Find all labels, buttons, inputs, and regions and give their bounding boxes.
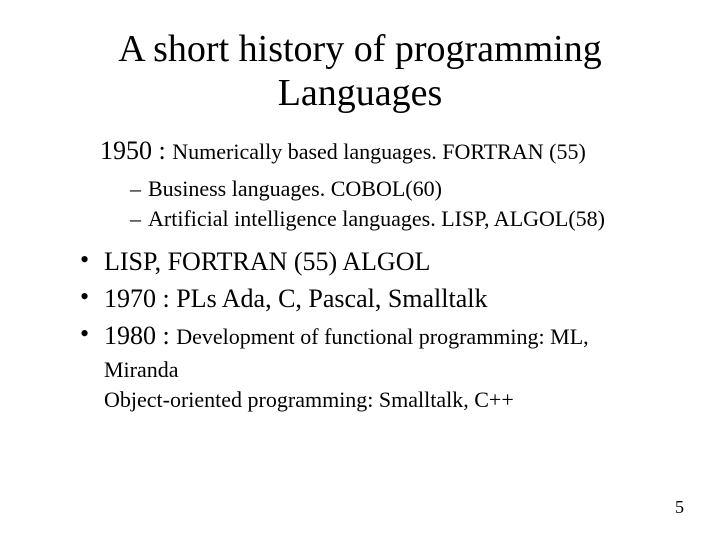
- dash-icon: –: [130, 174, 148, 204]
- continuation-line: Miranda: [104, 355, 680, 385]
- slide-title: A short history of programming Languages: [40, 28, 680, 115]
- bullet-list: • LISP, FORTRAN (55) ALGOL • 1970 : PLs …: [80, 244, 680, 353]
- bullet-1980-rest: Development of functional programming: M…: [176, 324, 588, 349]
- year-1980: 1980 :: [104, 321, 176, 350]
- line-1950: 1950 : Numerically based languages. FORT…: [100, 133, 680, 168]
- sub-list: –Business languages. COBOL(60) –Artifici…: [130, 174, 680, 233]
- bullet-icon: •: [80, 244, 104, 275]
- page-number: 5: [675, 497, 684, 518]
- line-1950-text: Numerically based languages. FORTRAN (55…: [172, 139, 586, 164]
- year-1950: 1950 :: [100, 136, 172, 165]
- sub-item-text: Business languages. COBOL(60): [148, 176, 442, 201]
- bullet-text: LISP, FORTRAN (55) ALGOL: [104, 244, 680, 279]
- bullet-icon: •: [80, 318, 104, 349]
- sub-item-text: Artificial intelligence languages. LISP,…: [148, 206, 605, 231]
- slide: A short history of programming Languages…: [0, 0, 720, 540]
- bullet-item: • 1980 : Development of functional progr…: [80, 318, 680, 353]
- sub-item: –Artificial intelligence languages. LISP…: [130, 204, 680, 234]
- bullet-text-1980: 1980 : Development of functional program…: [104, 318, 680, 353]
- slide-content: 1950 : Numerically based languages. FORT…: [40, 133, 680, 414]
- bullet-item: • LISP, FORTRAN (55) ALGOL: [80, 244, 680, 279]
- dash-icon: –: [130, 204, 148, 234]
- continuation-line: Object-oriented programming: Smalltalk, …: [104, 385, 680, 415]
- bullet-icon: •: [80, 281, 104, 312]
- bullet-text: 1970 : PLs Ada, C, Pascal, Smalltalk: [104, 281, 680, 316]
- bullet-item: • 1970 : PLs Ada, C, Pascal, Smalltalk: [80, 281, 680, 316]
- sub-item: –Business languages. COBOL(60): [130, 174, 680, 204]
